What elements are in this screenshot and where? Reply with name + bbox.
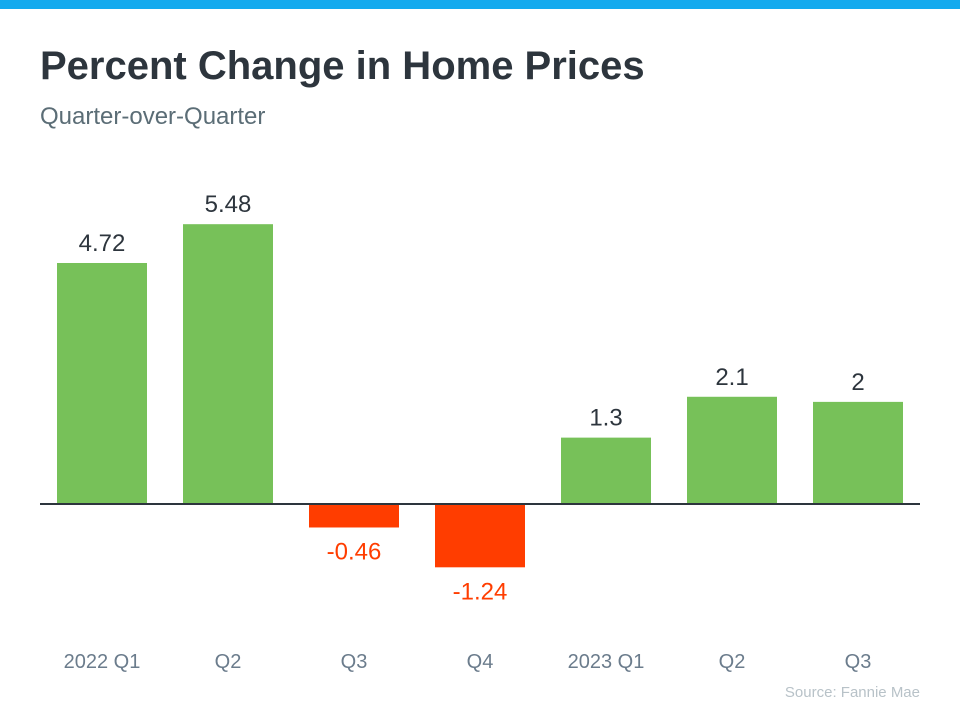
x-tick-label-5: Q2 bbox=[719, 651, 746, 673]
x-tick-label-3: Q4 bbox=[467, 651, 494, 673]
source-note: Source: Fannie Mae bbox=[784, 684, 920, 701]
x-tick-label-0: 2022 Q1 bbox=[64, 651, 141, 673]
x-tick-label-6: Q3 bbox=[845, 651, 872, 673]
x-tick-label-1: Q2 bbox=[215, 651, 242, 673]
bar-1 bbox=[183, 224, 273, 504]
bar-2 bbox=[309, 504, 399, 528]
chart-subtitle: Quarter-over-Quarter bbox=[40, 103, 266, 130]
bar-0 bbox=[57, 262, 147, 504]
bar-3 bbox=[435, 504, 525, 568]
bar-6 bbox=[813, 401, 903, 504]
top-accent-bar bbox=[0, 0, 960, 9]
data-label-2: -0.46 bbox=[327, 538, 382, 565]
bar-4 bbox=[561, 437, 651, 504]
data-label-1: 5.48 bbox=[205, 191, 252, 218]
data-label-6: 2 bbox=[851, 369, 864, 396]
chart-title: Percent Change in Home Prices bbox=[40, 44, 645, 88]
x-tick-label-2: Q3 bbox=[341, 651, 368, 673]
bar-5 bbox=[687, 396, 777, 504]
data-label-3: -1.24 bbox=[453, 578, 508, 605]
data-label-0: 4.72 bbox=[79, 230, 126, 257]
data-label-4: 1.3 bbox=[589, 405, 622, 432]
data-label-5: 2.1 bbox=[715, 364, 748, 391]
x-tick-label-4: 2023 Q1 bbox=[568, 651, 645, 673]
